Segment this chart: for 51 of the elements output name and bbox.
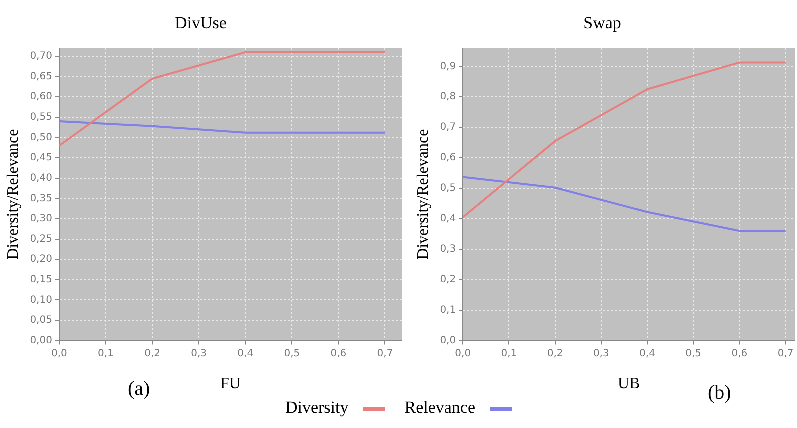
y-tick-label: 0,60 (30, 92, 52, 103)
x-axis-title: UB (618, 376, 640, 393)
x-tick-label: 0,6 (732, 348, 748, 360)
y-axis-title: Diversity/Relevance (4, 129, 22, 260)
x-tick-label: 0,2 (144, 348, 160, 360)
legend-label: Relevance (404, 398, 476, 417)
text: (b) (708, 382, 732, 405)
y-tick-label: 0,5 (440, 183, 456, 194)
x-tick-label: 0,3 (191, 348, 208, 360)
y-tick-label: 0,6 (440, 152, 456, 164)
y-tick-label: 0,30 (30, 214, 52, 225)
y-tick-label: 0,35 (30, 193, 52, 204)
y-tick-label: 0,9 (440, 61, 456, 72)
x-axis-title: FU (220, 376, 242, 393)
text: (a) (128, 378, 150, 401)
y-tick-label: 0,8 (440, 92, 456, 103)
y-tick-label: 0,4 (440, 214, 456, 225)
y-tick-label: 0,40 (30, 172, 52, 184)
x-tick-label: 0,0 (52, 348, 68, 360)
chart-title: Swap (584, 14, 622, 33)
x-tick-label: 0,6 (330, 348, 347, 360)
y-tick-label: 0,2 (440, 274, 456, 286)
y-tick-label: 0,65 (30, 71, 52, 82)
legend-label: Diversity (285, 398, 349, 417)
y-tick-label: 0,70 (30, 51, 52, 62)
x-tick-label: 0,4 (640, 348, 656, 360)
y-tick-label: 0,25 (30, 234, 52, 245)
x-tick-label: 0,4 (238, 348, 254, 360)
y-axis-title: Diversity/Relevance (414, 129, 432, 260)
y-tick-label: 0,15 (30, 274, 52, 286)
y-tick-label: 0,50 (30, 132, 52, 144)
x-tick-label: 0,1 (501, 348, 518, 360)
x-tick-label: 0,5 (686, 348, 702, 360)
y-tick-label: 0,55 (30, 112, 52, 124)
y-tick-label: 0,3 (440, 244, 456, 256)
y-tick-label: 0,1 (440, 304, 456, 316)
y-tick-label: 0,05 (30, 315, 52, 326)
x-tick-label: 0,3 (593, 348, 610, 360)
y-tick-label: 0,20 (30, 254, 52, 266)
y-tick-label: 0,00 (30, 335, 52, 346)
x-tick-label: 0,7 (377, 348, 394, 360)
x-tick-label: 0,0 (455, 348, 472, 360)
y-tick-label: 0,10 (30, 294, 52, 306)
y-tick-label: 0,7 (440, 122, 456, 134)
chart-title: DivUse (175, 14, 227, 33)
y-tick-label: 0,0 (440, 335, 456, 346)
x-tick-label: 0,2 (547, 348, 564, 360)
x-tick-label: 0,7 (778, 348, 794, 360)
x-tick-label: 0,1 (98, 348, 114, 360)
x-tick-label: 0,5 (284, 348, 300, 360)
y-tick-label: 0,45 (30, 152, 52, 164)
